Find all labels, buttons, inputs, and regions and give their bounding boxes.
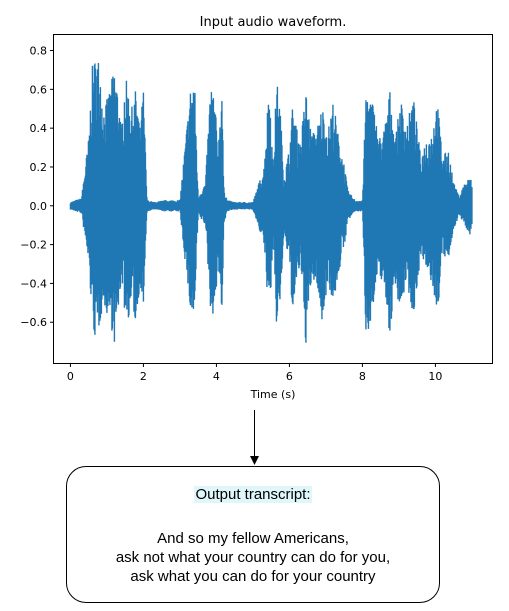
transcript-line: ask what you can do for your country [130,568,376,585]
y-tick-label: 0.4 [30,122,48,135]
y-tick-label: 0.0 [30,200,48,213]
y-tick-label: 0.2 [30,161,48,174]
transcript-box: Output transcript: And so my fellow Amer… [66,466,440,603]
y-tick-label: −0.4 [20,277,47,290]
x-axis: 0 2 4 6 8 10 [67,363,442,383]
arrow-head [250,456,259,465]
y-tick-label: −0.2 [20,239,47,252]
x-tick-label: 6 [286,370,293,383]
x-tick-label: 2 [140,370,147,383]
chart-title: Input audio waveform. [200,15,347,30]
transcript-line: ask not what your country can do for you… [115,549,391,566]
y-tick-label: −0.6 [20,316,47,329]
plot-frame [53,34,493,364]
waveform-chart: Input audio waveform. 0 2 4 6 8 10 −0.6−0.4−0… [20,15,493,465]
y-axis: −0.6 −0.4 −0.2 0.0 0.2 0.4 0.6 0.8 [20,45,54,329]
transcript-line: And so my fellow Americans, [157,530,349,547]
x-tick-label: 8 [359,370,366,383]
x-tick-label: 4 [213,370,220,383]
waveform-line [69,62,473,343]
waveform-series [69,62,473,343]
transcript-text: And so my fellow Americans, ask not what… [67,529,439,586]
x-tick-label: 10 [428,370,442,383]
y-tick-label: 0.8 [30,45,48,58]
transcript-heading-text: Output transcript: [194,486,312,503]
x-tick-label: 0 [67,370,74,383]
y-tick-label: 0.6 [30,83,48,96]
transcript-heading: Output transcript: [67,486,439,503]
x-axis-label: Time (s) [250,388,296,401]
